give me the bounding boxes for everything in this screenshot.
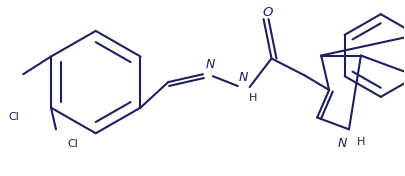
Text: N: N: [338, 137, 347, 150]
Text: Cl: Cl: [68, 139, 78, 149]
Text: H: H: [357, 137, 365, 147]
Text: N: N: [206, 58, 215, 71]
Text: O: O: [262, 6, 273, 19]
Text: N: N: [239, 71, 248, 84]
Text: H: H: [249, 93, 257, 103]
Text: Cl: Cl: [9, 112, 19, 122]
